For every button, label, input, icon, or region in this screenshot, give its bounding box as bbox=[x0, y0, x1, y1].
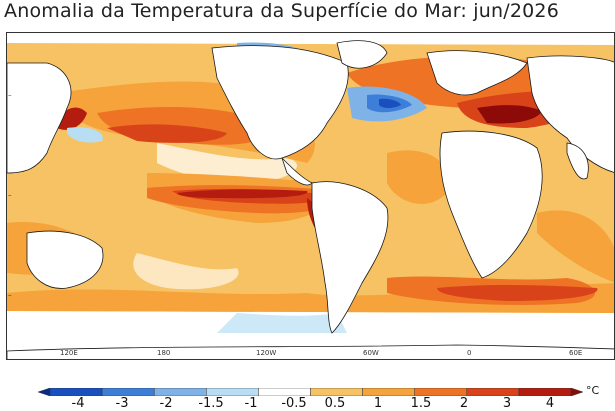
colorbar-segment bbox=[310, 388, 363, 396]
very-hot-patch bbox=[177, 189, 308, 199]
map-canvas bbox=[7, 33, 614, 359]
colorbar-unit: °C bbox=[586, 384, 600, 397]
lon-label: 60W bbox=[363, 349, 379, 357]
colorbar-segment bbox=[258, 388, 311, 396]
colorbar-label: -2 bbox=[159, 396, 173, 411]
colorbar-segment bbox=[414, 388, 468, 396]
map-title: Anomalia da Temperatura da Superfície do… bbox=[4, 0, 559, 22]
lon-label: 120E bbox=[60, 349, 78, 357]
colorbar-label: -1.5 bbox=[198, 396, 224, 411]
colorbar-segment bbox=[153, 388, 207, 396]
colorbar-segment bbox=[518, 388, 572, 396]
neutral-patch bbox=[133, 253, 239, 290]
lon-label: 60E bbox=[569, 349, 583, 357]
hot-patch bbox=[107, 124, 227, 143]
south-america bbox=[311, 181, 389, 334]
colorbar-label: 1 bbox=[373, 396, 383, 411]
india bbox=[566, 142, 589, 180]
gulf-stream-very-cold bbox=[379, 98, 401, 108]
hot-patch bbox=[437, 284, 598, 301]
colorbar-label: 1.5 bbox=[410, 396, 432, 411]
atlantic-warm bbox=[387, 150, 449, 204]
africa bbox=[439, 130, 543, 279]
asia bbox=[526, 55, 614, 173]
lat-tick-mark: – bbox=[8, 91, 12, 99]
colorbar-segment bbox=[206, 388, 259, 396]
colorbar-label: 2 bbox=[459, 396, 469, 411]
colorbar bbox=[38, 388, 583, 396]
east-asia bbox=[7, 62, 72, 174]
greenland bbox=[336, 40, 388, 69]
lon-label: 120W bbox=[256, 349, 277, 357]
cool-patch bbox=[217, 313, 347, 333]
colorbar-segment bbox=[362, 388, 415, 396]
colorbar-label: 0.5 bbox=[324, 396, 346, 411]
north-america bbox=[211, 45, 349, 160]
colorbar-arrow-low bbox=[38, 388, 51, 396]
lat-tick-mark: – bbox=[8, 191, 12, 199]
colorbar-label: -1 bbox=[244, 396, 258, 411]
arctic-neutral bbox=[7, 33, 614, 45]
australia bbox=[26, 230, 104, 289]
antarctica bbox=[7, 344, 614, 359]
colorbar-segment bbox=[101, 388, 155, 396]
europe bbox=[426, 50, 528, 96]
colorbar-label: -3 bbox=[115, 396, 129, 411]
sst-anomaly-map: – – – 120E 180 120W 60W 0 60E bbox=[6, 32, 615, 360]
colorbar-label: -4 bbox=[71, 396, 85, 411]
lon-label: 0 bbox=[467, 349, 472, 357]
cool-patch bbox=[67, 127, 103, 143]
indian-ocean-warm bbox=[537, 210, 614, 283]
mediterranean-extreme bbox=[477, 105, 542, 124]
colorbar-arrow-high bbox=[570, 388, 583, 396]
colorbar-label: 4 bbox=[545, 396, 555, 411]
lat-tick-mark: – bbox=[8, 291, 12, 299]
neutral-patch bbox=[157, 143, 297, 183]
continents bbox=[7, 40, 614, 359]
colorbar-segment bbox=[49, 388, 103, 396]
colorbar-label: -0.5 bbox=[281, 396, 307, 411]
colorbar-segment bbox=[466, 388, 520, 396]
colorbar-label: 3 bbox=[502, 396, 512, 411]
lon-label: 180 bbox=[157, 349, 171, 357]
